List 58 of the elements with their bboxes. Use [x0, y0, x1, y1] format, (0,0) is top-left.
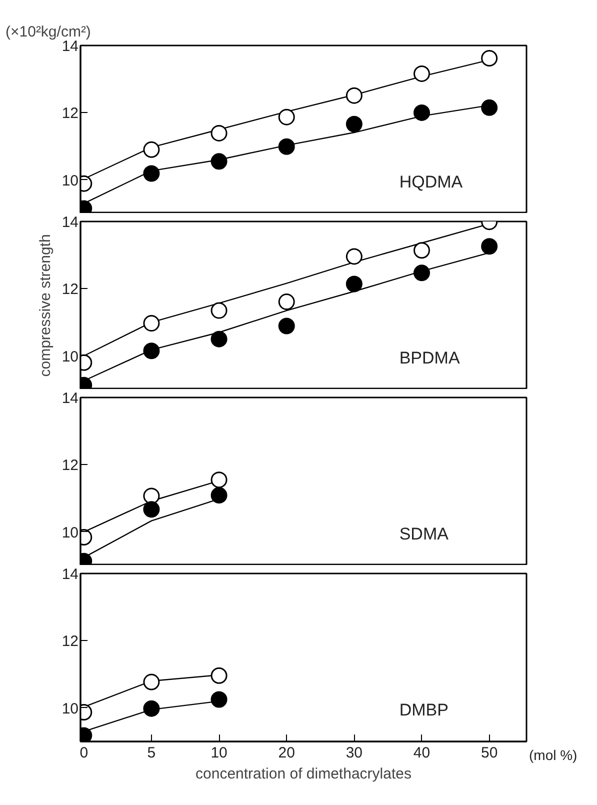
chart-title: (×10²kg/cm²)	[6, 24, 91, 40]
point	[278, 108, 295, 126]
y-tick-label: 10	[62, 172, 79, 190]
annotation: SDMA	[399, 524, 450, 544]
point	[210, 124, 228, 142]
point	[346, 276, 362, 292]
point	[210, 153, 228, 170]
x-tick-label: 30	[346, 744, 363, 762]
y-tick-label: 12	[62, 281, 79, 298]
point	[278, 138, 295, 155]
point	[210, 691, 228, 708]
point	[210, 487, 228, 504]
point	[143, 700, 160, 717]
point	[143, 165, 160, 182]
annotation: HQDMA	[399, 172, 464, 192]
point	[278, 294, 295, 310]
y-tick-label: 12	[62, 105, 79, 122]
point	[414, 65, 430, 82]
y-tick-label: 12	[62, 457, 79, 474]
y-axis-title: compressive strength	[36, 234, 54, 377]
point	[143, 141, 160, 158]
y-tick-label: 10	[62, 700, 79, 718]
x-axis-title: concentration of dimethacrylates	[196, 766, 412, 782]
point	[346, 87, 362, 104]
y-tick-label: 10	[62, 348, 79, 366]
annotation: DMBP	[399, 700, 448, 720]
point	[414, 242, 430, 259]
point	[481, 99, 498, 116]
y-tick-label: 10	[62, 524, 79, 542]
x-tick-label: 0	[80, 744, 88, 762]
x-tick-label: 10	[210, 744, 228, 762]
point	[143, 488, 160, 504]
point	[414, 104, 430, 121]
point	[210, 330, 228, 348]
point	[481, 50, 498, 67]
point	[143, 674, 160, 690]
y-tick-label: 14	[62, 566, 79, 583]
x-tick-label: 20	[278, 744, 295, 762]
point	[346, 116, 362, 132]
point	[346, 248, 362, 265]
point	[481, 238, 498, 255]
annotation: BPDMA	[399, 348, 460, 368]
point	[414, 264, 430, 282]
y-tick-label: 12	[62, 633, 79, 650]
x-tick-label: 40	[413, 744, 430, 762]
point	[210, 667, 228, 684]
x-tick-label: 5	[147, 744, 156, 762]
point	[143, 315, 160, 332]
point	[143, 342, 160, 360]
point	[278, 318, 295, 334]
point	[210, 302, 228, 319]
point	[210, 472, 228, 488]
y-tick-label: 14	[62, 38, 79, 55]
x-tick-label: 50	[480, 744, 498, 762]
y-tick-label: 14	[62, 390, 79, 407]
y-tick-label: 14	[62, 214, 79, 231]
text: (mol %)	[529, 746, 578, 765]
point	[143, 501, 160, 518]
